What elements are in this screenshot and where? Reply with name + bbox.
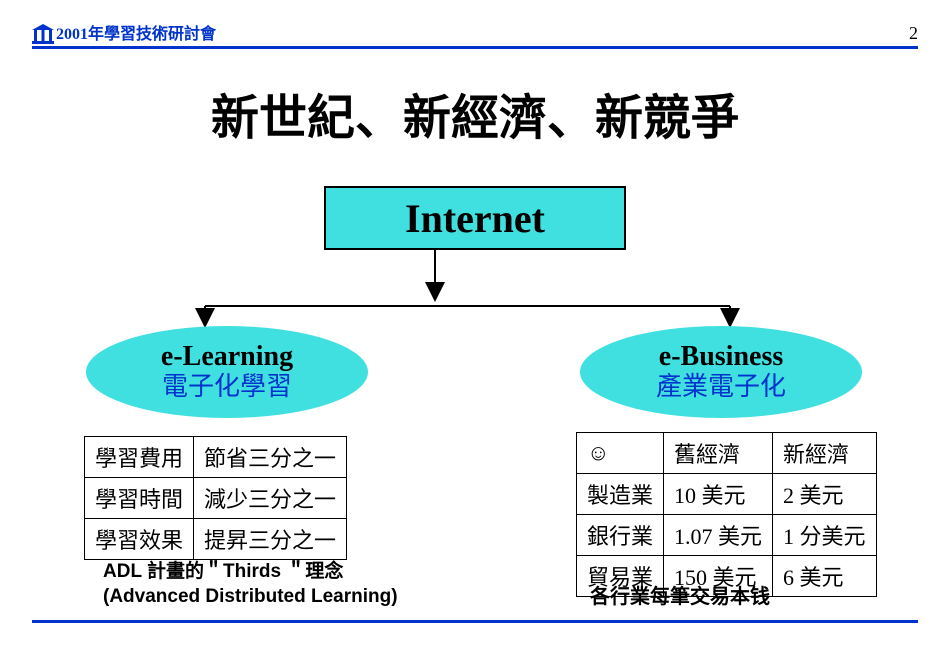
table-cell: 學習費用 xyxy=(85,437,194,478)
header-left: 2001 年學習技術研討會 xyxy=(32,20,216,44)
table-cell: 減少三分之一 xyxy=(194,478,347,519)
table-cell: 1 分美元 xyxy=(773,515,877,556)
header-text: 年學習技術研討會 xyxy=(88,20,216,44)
table-cell: 學習效果 xyxy=(85,519,194,560)
right-node-en: e-Business xyxy=(659,342,783,373)
header-year: 2001 xyxy=(56,26,88,44)
left-node-en: e-Learning xyxy=(161,342,293,373)
table-cell: 6 美元 xyxy=(773,556,877,597)
page-number: 2 xyxy=(909,23,918,44)
footer-rule xyxy=(32,620,918,623)
left-node: e-Learning 電子化學習 xyxy=(86,326,368,418)
table-cell: 1.07 美元 xyxy=(664,515,773,556)
table-cell: 舊經濟 xyxy=(664,433,773,474)
table-cell: ☺ xyxy=(577,433,664,474)
left-caption: ADL 計畫的＂Thirds ＂理念 (Advanced Distributed… xyxy=(103,560,423,609)
table-cell: 提昇三分之一 xyxy=(194,519,347,560)
slide-title: 新世紀、新經濟、新競爭 xyxy=(0,78,950,148)
table-cell: 學習時間 xyxy=(85,478,194,519)
table-cell: 製造業 xyxy=(577,474,664,515)
table-cell: 節省三分之一 xyxy=(194,437,347,478)
left-node-zh: 電子化學習 xyxy=(162,373,292,402)
left-table: 學習費用節省三分之一學習時間減少三分之一學習效果提昇三分之一 xyxy=(84,436,347,560)
table-cell: 銀行業 xyxy=(577,515,664,556)
table-cell: 10 美元 xyxy=(664,474,773,515)
table-cell: 2 美元 xyxy=(773,474,877,515)
right-caption: 各行業每筆交易本钱 xyxy=(590,580,770,609)
right-node: e-Business 產業電子化 xyxy=(580,326,862,418)
table-cell: 新經濟 xyxy=(773,433,877,474)
slide-header: 2001 年學習技術研討會 2 xyxy=(32,20,918,49)
right-table: ☺舊經濟新經濟製造業10 美元2 美元銀行業1.07 美元1 分美元貿易業150… xyxy=(576,432,877,597)
logo-icon xyxy=(32,24,54,44)
root-node: Internet xyxy=(324,186,626,250)
right-node-zh: 產業電子化 xyxy=(656,373,786,402)
